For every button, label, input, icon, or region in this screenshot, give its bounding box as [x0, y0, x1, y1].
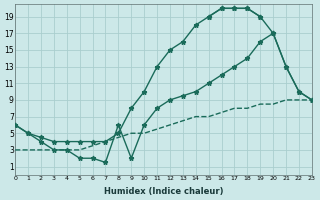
X-axis label: Humidex (Indice chaleur): Humidex (Indice chaleur)	[104, 187, 223, 196]
